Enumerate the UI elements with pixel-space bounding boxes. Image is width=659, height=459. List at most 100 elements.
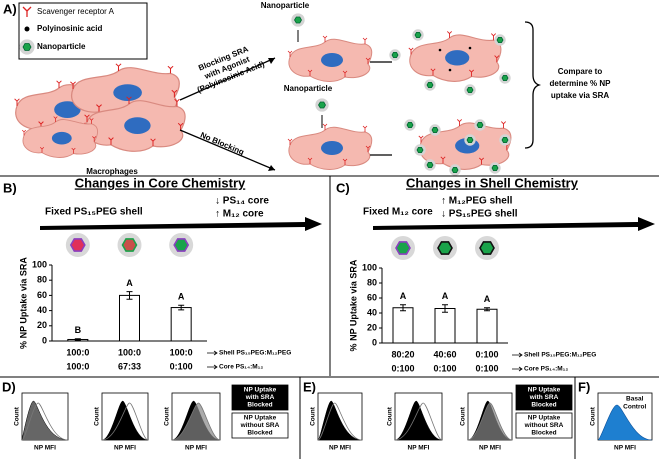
panel-label: A) — [3, 1, 17, 16]
panel-label: E) — [303, 379, 316, 394]
np-core — [416, 147, 424, 153]
receptor — [456, 119, 463, 126]
receptor — [39, 146, 45, 153]
receptor — [446, 31, 453, 38]
legend-text: with SRA — [245, 394, 275, 401]
arrowhead — [268, 58, 275, 64]
chart-title: Changes in Core Chemistry — [75, 175, 246, 190]
bar — [392, 307, 414, 344]
np-core — [294, 16, 302, 24]
receptor — [494, 55, 500, 63]
np-core — [22, 43, 32, 51]
x-axis-label: NP MFI — [34, 445, 56, 452]
row-arrow — [512, 366, 523, 372]
y-axis-label: Count — [14, 406, 21, 426]
receptor — [468, 69, 475, 77]
row-label: Shell PS₁₅PEG:M₁₂PEG — [219, 350, 291, 357]
y-axis-label: % NP Uptake via SRA — [348, 259, 358, 351]
y-axis-label: Count — [164, 406, 171, 426]
progress-arrow — [40, 217, 322, 231]
np-core — [496, 37, 504, 43]
y-tick-label: 20 — [367, 322, 377, 332]
acid — [468, 46, 472, 50]
x-tick-label: 80:20 — [391, 349, 414, 359]
receptor — [53, 116, 58, 122]
legend-text: Nanoparticle — [37, 42, 86, 51]
receptor — [177, 122, 184, 131]
receptor — [287, 138, 293, 145]
flow-panel: E) Count NP MFI Count NP MFI Count NP MFI NP Up… — [303, 379, 573, 452]
x-tick-label: 0:100 — [475, 349, 498, 359]
receptor — [21, 129, 27, 136]
y-axis-label: Count — [94, 406, 101, 426]
arrow-note: ↓ PS₁₄ core — [215, 196, 269, 207]
bar — [476, 308, 498, 344]
row-label: Shell PS₁₅PEG:M₁₂PEG — [524, 352, 596, 359]
nucleus — [321, 141, 343, 155]
receptor — [430, 68, 436, 76]
y-axis-label: Count — [590, 406, 597, 426]
x-tick-label: 100:0 — [170, 347, 193, 357]
arrow — [179, 57, 276, 101]
acid — [448, 68, 452, 72]
chart-title: Changes in Shell Chemistry — [406, 175, 579, 190]
panel-label: F) — [578, 379, 590, 394]
receptor — [84, 114, 90, 122]
legend-text: Blocked — [247, 402, 272, 409]
label: Nanoparticle — [284, 84, 333, 93]
np-core — [479, 241, 495, 255]
legend-box — [18, 2, 148, 60]
legend-text: without SRA — [240, 422, 280, 429]
receptor — [307, 157, 313, 164]
receptor — [115, 63, 122, 71]
blocking-label: Blocking SRA with Agonist (Polyinosinic … — [196, 44, 266, 94]
x-tick-label: 0:100 — [170, 361, 193, 371]
receptor — [362, 125, 368, 132]
label: Macrophages — [86, 167, 138, 176]
x-tick-label: 40:60 — [433, 349, 456, 359]
y-axis-label: Count — [460, 406, 467, 426]
x-axis-label: NP MFI — [185, 445, 207, 452]
histogram — [317, 402, 363, 441]
histogram — [394, 400, 443, 441]
cell — [287, 123, 373, 170]
receptor — [418, 135, 424, 143]
flow-panels: D) Count NP MFI Count NP MFI Count NP MFI NP Up… — [2, 379, 653, 452]
note: Control — [623, 404, 646, 411]
y-axis-label: Count — [310, 406, 317, 426]
arrow — [179, 129, 276, 171]
receptor — [408, 47, 414, 55]
row-label: Core PS₁₄:M₁₂ — [219, 364, 263, 371]
arrow-note: ↑ M₁₂ core — [215, 209, 264, 220]
y-tick-label: 20 — [37, 320, 47, 330]
x-axis-label: NP MFI — [114, 445, 136, 452]
np-core — [431, 127, 439, 133]
y-tick-label: 100 — [32, 259, 47, 269]
legend-text: Scavenger receptor A — [37, 7, 115, 16]
y-tick-label: 0 — [42, 335, 47, 345]
legend-text: Blocked — [247, 430, 272, 437]
receptor — [365, 57, 371, 64]
nucleus — [124, 117, 151, 134]
receptor — [126, 96, 132, 104]
x-axis-label: NP MFI — [479, 445, 501, 452]
receptor — [490, 33, 497, 41]
x-axis-label: NP MFI — [329, 445, 351, 452]
cell — [408, 31, 502, 82]
histogram — [101, 402, 149, 441]
legend-box — [231, 412, 289, 439]
receptor — [287, 50, 293, 57]
y-tick-label: 60 — [37, 290, 47, 300]
legend-text: without SRA — [524, 422, 564, 429]
legend-box — [515, 412, 573, 439]
group-letter: A — [178, 292, 185, 302]
np-core — [395, 241, 411, 255]
y-axis-label: Count — [387, 406, 394, 426]
np-core — [391, 52, 399, 58]
arrow-note: ↓ PS₁₅PEG shell — [441, 209, 518, 220]
histogram — [597, 404, 653, 441]
group-letter: A — [484, 294, 491, 304]
note: Basal — [626, 396, 644, 403]
receptor — [92, 136, 97, 142]
